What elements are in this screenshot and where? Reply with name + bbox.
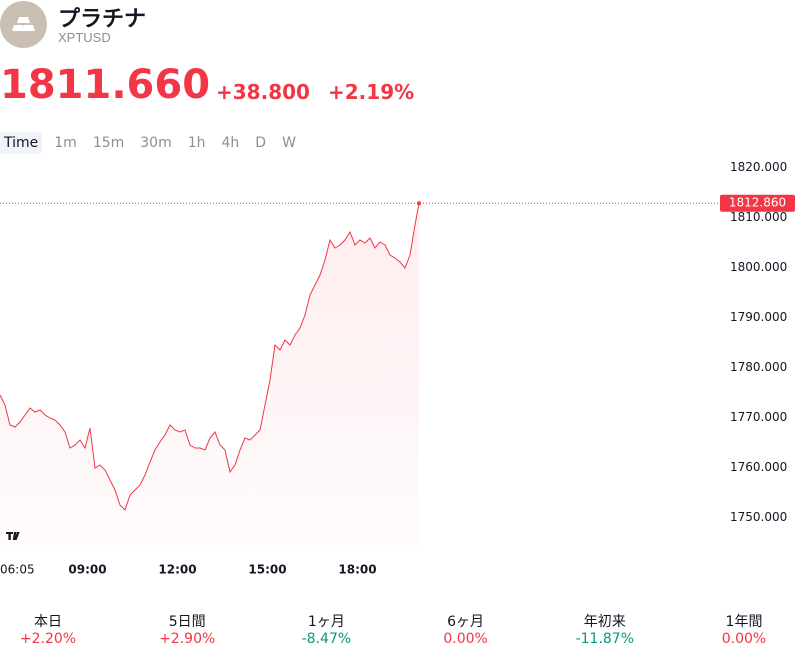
period-label[interactable]: 本日: [34, 614, 62, 630]
x-tick-label: 15:00: [248, 563, 286, 577]
period-change: +2.20%: [19, 631, 77, 647]
change: +38.800: [216, 80, 310, 104]
timeframe-tab[interactable]: 1h: [187, 135, 206, 151]
y-tick-label: 1800.000: [730, 260, 787, 274]
period-change: -11.87%: [575, 631, 635, 647]
period-label[interactable]: 1年間: [725, 614, 763, 630]
timeframe-tab[interactable]: D: [255, 135, 267, 151]
y-tick-label: 1760.000: [730, 460, 787, 474]
area: [0, 203, 419, 545]
period-label[interactable]: 6ヶ月: [447, 614, 485, 630]
symbol-icon: [0, 1, 47, 48]
timeframe-tab[interactable]: 15m: [92, 135, 125, 151]
last-point: [417, 201, 421, 206]
timeframe-tabs: Time 1m 15m 30m 1h 4h D W: [0, 132, 300, 154]
timeframe-tab[interactable]: W: [282, 135, 296, 151]
x-tick-label: 09:00: [68, 563, 106, 577]
ticker: XPTUSD: [58, 30, 111, 45]
x-tick-label: 12:00: [158, 563, 196, 577]
instrument-name: プラチナ: [58, 7, 147, 32]
y-tick-label: 1750.000: [730, 510, 787, 524]
last-price-box: [720, 194, 795, 212]
y-tick-label: 1810.000: [730, 210, 787, 224]
x-tick-label: 06:05: [0, 563, 35, 577]
y-tick-label: 1780.000: [730, 360, 787, 374]
last-price-label: 1812.860: [729, 196, 786, 210]
change-percent: +2.19%: [328, 80, 415, 104]
timeframe-tab[interactable]: 30m: [140, 135, 172, 151]
period-change: +2.90%: [159, 631, 216, 647]
period-change: 0.00%: [721, 631, 767, 647]
timeframe-tab[interactable]: 4h: [221, 135, 240, 151]
line: [0, 203, 420, 511]
bars-icon: [12, 17, 35, 31]
timeframe-tab[interactable]: Time: [0, 132, 43, 154]
timeframe-tab[interactable]: 1m: [54, 135, 77, 151]
period-change: 0.00%: [443, 631, 488, 647]
period-label[interactable]: 5日間: [168, 614, 206, 630]
period-change: -8.47%: [301, 631, 352, 647]
period-label[interactable]: 1ヶ月: [307, 614, 345, 630]
price: 1811.660: [0, 62, 211, 108]
x-tick-label: 18:00: [338, 563, 376, 577]
y-tick-label: 1790.000: [730, 310, 787, 324]
y-tick-label: 1770.000: [730, 410, 787, 424]
period-label[interactable]: 年初来: [583, 614, 626, 630]
y-tick-label: 1820.000: [730, 160, 787, 174]
